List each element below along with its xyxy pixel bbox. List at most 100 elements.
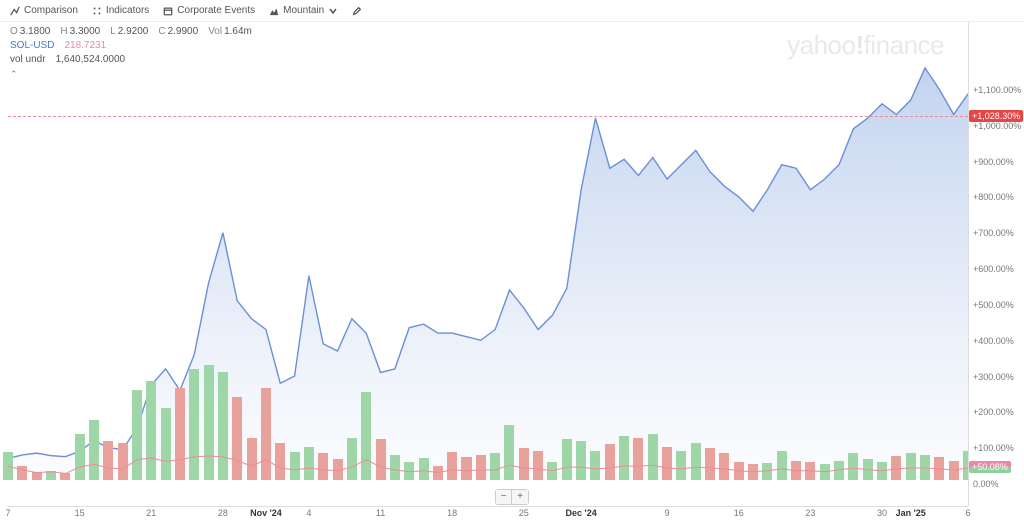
zoom-out-button[interactable]: − [496, 490, 512, 504]
volume-bar [863, 459, 873, 480]
x-tick: 6 [965, 508, 970, 518]
volume-bar [390, 455, 400, 480]
volume-bar [719, 453, 729, 480]
volume-bar [834, 461, 844, 480]
x-tick: 18 [447, 508, 457, 518]
corporate-events-label: Corporate Events [177, 5, 255, 16]
volume-bar [376, 439, 386, 480]
volume-bar [605, 444, 615, 480]
chart-type-button[interactable]: Mountain [269, 5, 338, 16]
x-tick: 16 [734, 508, 744, 518]
chevron-down-icon [328, 6, 338, 16]
ohlc-open: O3.1800 [10, 25, 50, 39]
volume-bar [261, 388, 271, 480]
ohlc-close: C2.9900 [158, 25, 198, 39]
comparison-button[interactable]: Comparison [10, 5, 78, 16]
x-tick-major: Nov '24 [250, 508, 282, 518]
volume-bar [777, 451, 787, 480]
volume-bar [318, 453, 328, 480]
volume-bar [32, 472, 42, 480]
volume-bar [504, 425, 514, 480]
y-tick: +600.00% [973, 264, 1014, 274]
volume-bar [576, 441, 586, 480]
volume-bar [404, 462, 414, 480]
volume-bar [103, 441, 113, 480]
volume-bar [590, 451, 600, 480]
volume-bar [648, 434, 658, 480]
ohlc-high: H3.3000 [60, 25, 100, 39]
volume-bar [877, 462, 887, 480]
volume-bar [891, 456, 901, 480]
y-tick: +1,000.00% [973, 121, 1021, 131]
price-badge: +1,028.30% [969, 110, 1023, 122]
x-tick: 28 [218, 508, 228, 518]
volume-bar [17, 466, 27, 480]
pencil-icon [352, 6, 362, 16]
volume-bar [89, 420, 99, 480]
volume-bar [705, 448, 715, 480]
y-tick: +900.00% [973, 157, 1014, 167]
volume-bar [290, 452, 300, 480]
volume-bar [676, 451, 686, 480]
y-tick: +200.00% [973, 407, 1014, 417]
volume-bar [762, 463, 772, 480]
volume-bar [476, 455, 486, 480]
volume-bars [8, 360, 968, 480]
comparison-label: Comparison [24, 5, 78, 16]
y-tick: +700.00% [973, 228, 1014, 238]
price-chart[interactable] [8, 50, 968, 480]
volume-bar [820, 464, 830, 480]
volume-bar [118, 443, 128, 480]
indicators-button[interactable]: Indicators [92, 5, 149, 16]
y-tick: +800.00% [973, 192, 1014, 202]
x-tick-major: Dec '24 [566, 508, 597, 518]
volume-bar [920, 455, 930, 480]
zoom-in-button[interactable]: + [512, 490, 528, 504]
volume-bar [461, 457, 471, 480]
comparison-icon [10, 6, 20, 16]
x-tick: 7 [5, 508, 10, 518]
volume-bar [791, 461, 801, 480]
volume-bar [533, 451, 543, 480]
calendar-icon [163, 6, 173, 16]
volume-bar [633, 438, 643, 480]
x-tick: 21 [146, 508, 156, 518]
x-tick: 4 [306, 508, 311, 518]
volume-bar [3, 452, 13, 480]
y-tick: +400.00% [973, 336, 1014, 346]
y-tick: +100.00% [973, 443, 1014, 453]
volume-bar [547, 462, 557, 480]
draw-button[interactable] [352, 6, 362, 16]
volume-bar [805, 462, 815, 480]
volume-bar [490, 453, 500, 480]
volume-bar [519, 448, 529, 480]
volume-bar [189, 369, 199, 480]
x-tick: 30 [877, 508, 887, 518]
x-axis: 7152128Nov '244111825Dec '249162330Jan '… [8, 506, 968, 520]
volume-bar [949, 461, 959, 480]
volume-bar [662, 447, 672, 480]
volume-bar [232, 397, 242, 480]
y-tick: +500.00% [973, 300, 1014, 310]
volume-bar [304, 447, 314, 480]
volume-bar [46, 471, 56, 480]
mountain-icon [269, 6, 279, 16]
volume-bar [247, 438, 257, 480]
y-tick: 0.00% [973, 479, 999, 489]
corporate-events-button[interactable]: Corporate Events [163, 5, 255, 16]
time-nav: − + [495, 489, 529, 505]
x-tick: 9 [665, 508, 670, 518]
volume-bar [619, 436, 629, 480]
volume-bar [75, 434, 85, 480]
volume-bar [60, 473, 70, 480]
indicators-icon [92, 6, 102, 16]
y-axis: 0.00%+100.00%+200.00%+300.00%+400.00%+50… [968, 22, 1024, 506]
y-tick: +1,100.00% [973, 85, 1021, 95]
volume-bar [132, 390, 142, 480]
volume-bar [175, 388, 185, 480]
volume-bar [419, 458, 429, 480]
volume-bar [748, 464, 758, 480]
volume-bar [218, 372, 228, 480]
ohlc-vol: Vol1.64m [208, 25, 252, 39]
x-tick: 11 [376, 508, 385, 518]
